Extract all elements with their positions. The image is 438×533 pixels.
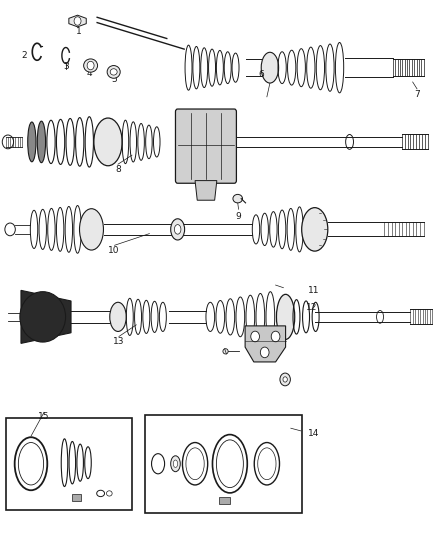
Polygon shape xyxy=(69,15,86,27)
Ellipse shape xyxy=(80,209,103,250)
Text: 11: 11 xyxy=(308,286,320,295)
Text: 3: 3 xyxy=(63,62,69,71)
Text: 12: 12 xyxy=(306,303,317,312)
Text: 1: 1 xyxy=(76,27,82,36)
Text: 6: 6 xyxy=(259,70,265,79)
Ellipse shape xyxy=(28,122,36,162)
Ellipse shape xyxy=(84,59,98,72)
Circle shape xyxy=(87,61,94,70)
Text: 14: 14 xyxy=(308,429,320,438)
Ellipse shape xyxy=(171,219,185,240)
Circle shape xyxy=(280,373,290,386)
Polygon shape xyxy=(195,181,217,200)
Polygon shape xyxy=(21,290,71,343)
Text: 9: 9 xyxy=(236,212,241,221)
Text: 2: 2 xyxy=(21,51,27,60)
Ellipse shape xyxy=(223,349,228,354)
Ellipse shape xyxy=(233,195,243,203)
Circle shape xyxy=(271,331,280,342)
Polygon shape xyxy=(245,326,286,362)
Ellipse shape xyxy=(94,118,122,166)
Ellipse shape xyxy=(110,69,117,75)
Ellipse shape xyxy=(107,66,120,78)
Text: 10: 10 xyxy=(108,246,120,255)
FancyBboxPatch shape xyxy=(176,109,237,183)
Text: 7: 7 xyxy=(414,90,420,99)
Circle shape xyxy=(283,377,287,382)
Ellipse shape xyxy=(110,302,126,332)
Ellipse shape xyxy=(171,456,180,472)
Text: 13: 13 xyxy=(113,337,125,346)
Bar xyxy=(72,495,81,501)
Ellipse shape xyxy=(20,292,66,342)
Ellipse shape xyxy=(174,224,181,234)
Text: 15: 15 xyxy=(38,411,50,421)
Ellipse shape xyxy=(276,294,295,340)
Text: 5: 5 xyxy=(111,75,117,84)
Ellipse shape xyxy=(302,208,328,251)
Ellipse shape xyxy=(261,52,279,83)
Ellipse shape xyxy=(37,121,46,163)
Bar xyxy=(145,415,302,513)
Bar xyxy=(219,497,230,504)
Text: 8: 8 xyxy=(115,165,121,174)
Bar xyxy=(6,418,132,511)
Ellipse shape xyxy=(173,460,178,467)
Circle shape xyxy=(74,17,81,25)
Circle shape xyxy=(251,331,259,342)
Circle shape xyxy=(260,347,269,358)
Text: 4: 4 xyxy=(86,69,92,78)
